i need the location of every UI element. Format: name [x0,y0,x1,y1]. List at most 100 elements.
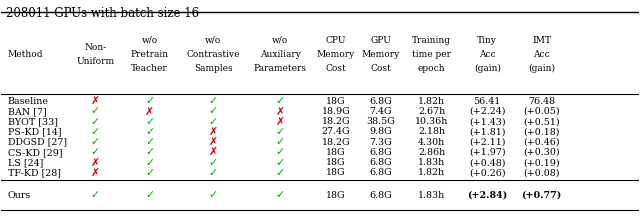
Text: Memory: Memory [317,50,355,59]
Text: w/o: w/o [272,36,288,45]
Text: ✓: ✓ [209,168,218,178]
Text: 27.4G: 27.4G [322,127,350,136]
Text: 6.8G: 6.8G [369,168,392,177]
Text: ✓: ✓ [209,190,218,200]
Text: 2.18h: 2.18h [418,127,445,136]
Text: ✓: ✓ [276,158,285,168]
Text: ✗: ✗ [209,137,218,147]
Text: ✓: ✓ [145,190,154,200]
Text: 7.3G: 7.3G [369,138,392,146]
Text: ✓: ✓ [276,127,285,137]
Text: (+0.46): (+0.46) [523,138,560,146]
Text: ✓: ✓ [276,147,285,157]
Text: (+1.97): (+1.97) [469,148,506,157]
Text: ✗: ✗ [276,117,285,127]
Text: Acc: Acc [533,50,550,59]
Text: 18G: 18G [326,97,346,106]
Text: ✓: ✓ [91,117,100,127]
Text: 18.2G: 18.2G [322,138,350,146]
Text: (+0.51): (+0.51) [523,117,560,126]
Text: 6.8G: 6.8G [369,191,392,200]
Text: (+1.81): (+1.81) [469,127,506,136]
Text: Baseline: Baseline [8,97,49,106]
Text: 76.48: 76.48 [528,97,555,106]
Text: (+0.18): (+0.18) [523,127,560,136]
Text: IMT: IMT [532,36,551,45]
Text: 1.83h: 1.83h [418,158,445,167]
Text: 18.9G: 18.9G [321,107,350,116]
Text: CS-KD [29]: CS-KD [29] [8,148,62,157]
Text: (+0.19): (+0.19) [523,158,560,167]
Text: ✗: ✗ [276,106,285,116]
Text: w/o: w/o [141,36,157,45]
Text: (+2.24): (+2.24) [469,107,506,116]
Text: Tiny: Tiny [477,36,497,45]
Text: ✓: ✓ [145,117,154,127]
Text: 18.2G: 18.2G [322,117,350,126]
Text: TF-KD [28]: TF-KD [28] [8,168,61,177]
Text: Pretrain: Pretrain [131,50,168,59]
Text: ✗: ✗ [145,106,154,116]
Text: BYOT [33]: BYOT [33] [8,117,58,126]
Text: time per: time per [412,50,451,59]
Text: LS [24]: LS [24] [8,158,43,167]
Text: 6.8G: 6.8G [369,158,392,167]
Text: Contrastive: Contrastive [186,50,240,59]
Text: (+2.84): (+2.84) [467,191,508,200]
Text: ✓: ✓ [91,127,100,137]
Text: (+0.26): (+0.26) [469,168,506,177]
Text: ✓: ✓ [91,147,100,157]
Text: Non-: Non- [84,43,106,52]
Text: (+0.77): (+0.77) [522,191,561,200]
Text: (+0.05): (+0.05) [523,107,560,116]
Text: ✓: ✓ [209,106,218,116]
Text: 4.30h: 4.30h [418,138,445,146]
Text: (+0.08): (+0.08) [523,168,560,177]
Text: (gain): (gain) [528,63,555,73]
Text: Cost: Cost [370,64,391,73]
Text: 2.86h: 2.86h [418,148,445,157]
Text: (+1.43): (+1.43) [469,117,506,126]
Text: Samples: Samples [194,64,232,73]
Text: Ours: Ours [8,191,31,200]
Text: ✓: ✓ [145,168,154,178]
Text: ✓: ✓ [91,137,100,147]
Text: 18G: 18G [326,168,346,177]
Text: ✓: ✓ [91,106,100,116]
Text: ✓: ✓ [145,147,154,157]
Text: PS-KD [14]: PS-KD [14] [8,127,61,136]
Text: ✓: ✓ [91,190,100,200]
Text: (+0.30): (+0.30) [523,148,560,157]
Text: Acc: Acc [479,50,495,59]
Text: 18G: 18G [326,148,346,157]
Text: ✓: ✓ [209,117,218,127]
Text: 2.67h: 2.67h [418,107,445,116]
Text: ✓: ✓ [276,96,285,106]
Text: DDGSD [27]: DDGSD [27] [8,138,67,146]
Text: 7.4G: 7.4G [369,107,392,116]
Text: ✓: ✓ [276,168,285,178]
Text: (gain): (gain) [474,63,500,73]
Text: ✗: ✗ [91,158,100,168]
Text: 1.82h: 1.82h [418,168,445,177]
Text: ✗: ✗ [209,147,218,157]
Text: ✓: ✓ [145,96,154,106]
Text: ✗: ✗ [91,168,100,178]
Text: 9.8G: 9.8G [369,127,392,136]
Text: Cost: Cost [326,64,346,73]
Text: Auxiliary: Auxiliary [260,50,301,59]
Text: Memory: Memory [362,50,399,59]
Text: GPU: GPU [370,36,391,45]
Text: 6.8G: 6.8G [369,97,392,106]
Text: ✓: ✓ [145,137,154,147]
Text: w/o: w/o [205,36,221,45]
Text: epoch: epoch [418,64,445,73]
Text: 18G: 18G [326,191,346,200]
Text: Training: Training [412,36,451,45]
Text: (+2.11): (+2.11) [469,138,506,146]
Text: 6.8G: 6.8G [369,148,392,157]
Text: ✓: ✓ [276,137,285,147]
Text: 1.83h: 1.83h [418,191,445,200]
Text: 18G: 18G [326,158,346,167]
Text: Parameters: Parameters [253,64,307,73]
